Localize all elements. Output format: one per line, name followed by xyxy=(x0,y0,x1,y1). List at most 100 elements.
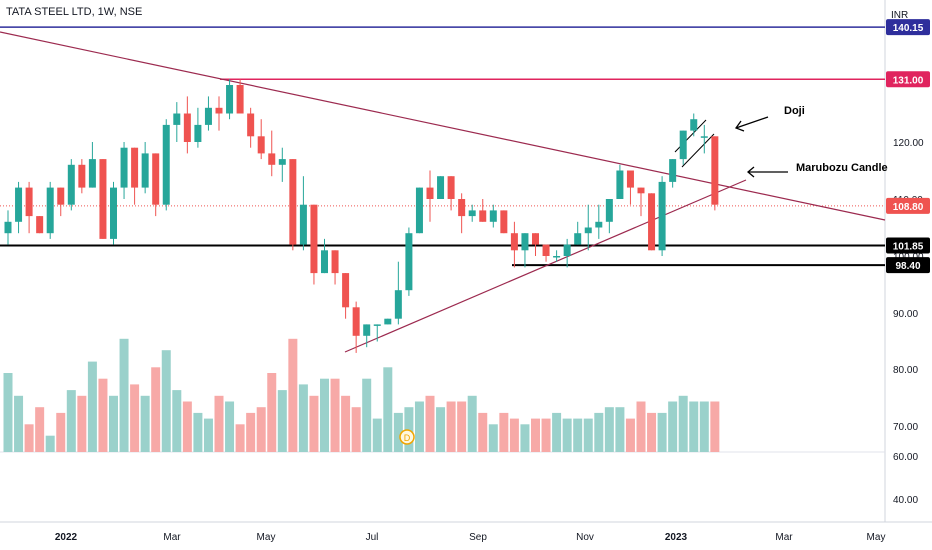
volume-bar xyxy=(151,367,161,452)
price-label-bg xyxy=(886,71,930,88)
candle xyxy=(25,181,33,234)
volume-bar xyxy=(298,384,308,452)
volume-bar xyxy=(256,407,266,452)
candle-body xyxy=(510,233,518,251)
candle xyxy=(183,96,191,154)
candle-body xyxy=(4,221,12,234)
candle-body xyxy=(15,187,23,222)
candle-body xyxy=(131,147,139,188)
volume-bar xyxy=(172,390,182,452)
candle xyxy=(57,187,65,217)
candle xyxy=(204,96,212,131)
lower-tick-label: 40.00 xyxy=(893,495,918,506)
volume-bar xyxy=(647,412,657,452)
volume-bar xyxy=(615,407,625,452)
time-tick-label: May xyxy=(867,532,886,543)
candle xyxy=(711,136,719,211)
volume-bar xyxy=(446,401,456,452)
volume-bar xyxy=(320,378,329,452)
currency-label: INR xyxy=(891,10,908,21)
candle xyxy=(4,210,12,245)
volume-bar xyxy=(383,367,393,452)
dividend-marker[interactable]: D xyxy=(399,429,415,445)
candle-body xyxy=(67,164,75,205)
candle-body xyxy=(479,210,487,222)
ascending-trendline xyxy=(344,179,747,353)
candle xyxy=(257,119,265,160)
price-label-tag: 101.85 xyxy=(886,237,930,254)
volume-bar xyxy=(583,418,593,452)
candle-body xyxy=(331,250,339,274)
candle xyxy=(500,210,508,234)
candle xyxy=(574,221,582,245)
candle-body xyxy=(426,187,434,199)
candle-body xyxy=(257,136,265,154)
candle-body xyxy=(342,273,350,308)
candle xyxy=(447,176,455,211)
volume-bar xyxy=(625,418,635,452)
candle-body xyxy=(700,136,708,138)
volume-bar xyxy=(531,418,540,452)
candle-body xyxy=(141,153,149,188)
volume-bar xyxy=(689,401,699,452)
candle xyxy=(563,238,571,268)
price-label-text: 98.40 xyxy=(895,261,920,272)
volume-bar xyxy=(3,373,13,452)
price-label-tag: 108.80 xyxy=(886,197,930,214)
candle xyxy=(162,119,170,211)
volume-bar xyxy=(56,412,66,452)
candle xyxy=(67,159,75,211)
time-tick-label: Nov xyxy=(576,532,594,543)
candle-body xyxy=(278,159,286,165)
price-label-tag: 131.00 xyxy=(886,71,930,88)
price-label-tag: 98.40 xyxy=(886,257,930,274)
candle xyxy=(658,176,666,256)
candle-body xyxy=(626,170,634,188)
candle xyxy=(394,261,402,325)
volume-bar xyxy=(562,418,572,452)
chart-title: TATA STEEL LTD, 1W, NSE xyxy=(6,6,143,18)
volume-bar xyxy=(657,412,667,452)
time-tick-label: 2022 xyxy=(55,532,78,543)
candle-body xyxy=(489,210,497,222)
volume-bar xyxy=(330,378,340,452)
candle xyxy=(510,221,518,268)
candle-body xyxy=(162,124,170,205)
marubozu-label: Marubozu Candle xyxy=(796,162,888,174)
candle xyxy=(131,147,139,205)
candle-body xyxy=(648,193,656,251)
candle-body xyxy=(363,324,371,336)
candle xyxy=(289,159,297,251)
volume-bar xyxy=(66,390,76,452)
volume-bar xyxy=(710,401,720,452)
volume-bar xyxy=(140,395,150,452)
volume-bar xyxy=(457,401,467,452)
candle-body xyxy=(669,159,677,182)
candle xyxy=(173,102,181,142)
candle-body xyxy=(415,187,423,234)
candle xyxy=(437,176,445,199)
candle-body xyxy=(468,210,476,217)
time-tick-label: Jul xyxy=(366,532,379,543)
volume-bar xyxy=(45,435,55,452)
candle xyxy=(99,159,107,239)
candle-body xyxy=(458,199,466,217)
axis-labels: 90.00100.00110.00120.0080.0070.0060.0040… xyxy=(55,19,930,543)
candles xyxy=(4,79,719,353)
price-label-bg xyxy=(886,237,930,254)
candle xyxy=(405,227,413,296)
candle xyxy=(247,107,255,148)
candle xyxy=(342,273,350,319)
price-label-bg xyxy=(886,257,930,274)
candle xyxy=(616,164,624,199)
volume-bar xyxy=(678,395,688,452)
candle-body xyxy=(574,233,582,245)
volume-bar xyxy=(594,412,604,452)
volume-bar xyxy=(668,401,678,452)
candle-body xyxy=(152,153,160,205)
candle xyxy=(648,193,656,251)
volume-bar xyxy=(193,412,203,452)
volume-bar xyxy=(520,424,530,452)
price-label-text: 140.15 xyxy=(893,23,924,34)
